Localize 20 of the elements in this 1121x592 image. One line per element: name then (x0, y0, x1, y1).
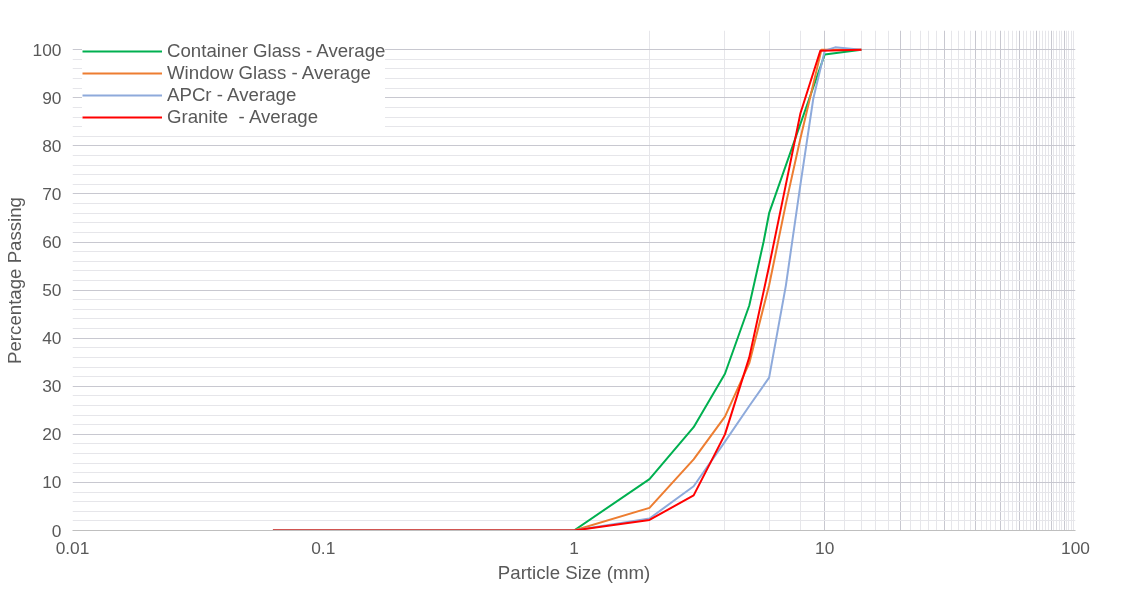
y-tick-label: 10 (42, 472, 62, 493)
legend-label: Window Glass - Average (167, 62, 371, 84)
legend-label: Container Glass - Average (167, 40, 386, 62)
y-tick-label: 40 (42, 328, 62, 349)
y-tick-label: 80 (42, 135, 62, 156)
x-tick-label: 100 (1061, 537, 1090, 558)
y-tick-label: 100 (32, 39, 62, 60)
x-tick-label: 1 (569, 537, 579, 558)
y-tick-label: 60 (42, 232, 62, 253)
legend-label: Granite - Average (167, 106, 319, 128)
y-tick-label: 90 (42, 87, 62, 108)
legend-label: APCr - Average (167, 84, 297, 106)
x-tick-label: 0.1 (311, 537, 336, 558)
y-axis-title: Percentage Passing (3, 197, 25, 364)
y-tick-label: 30 (42, 376, 62, 397)
y-tick-label: 70 (42, 183, 62, 204)
y-tick-label: 20 (42, 424, 62, 445)
x-axis-title: Particle Size (mm) (497, 561, 651, 583)
x-tick-label: 10 (815, 537, 835, 558)
y-tick-label: 50 (42, 280, 62, 301)
